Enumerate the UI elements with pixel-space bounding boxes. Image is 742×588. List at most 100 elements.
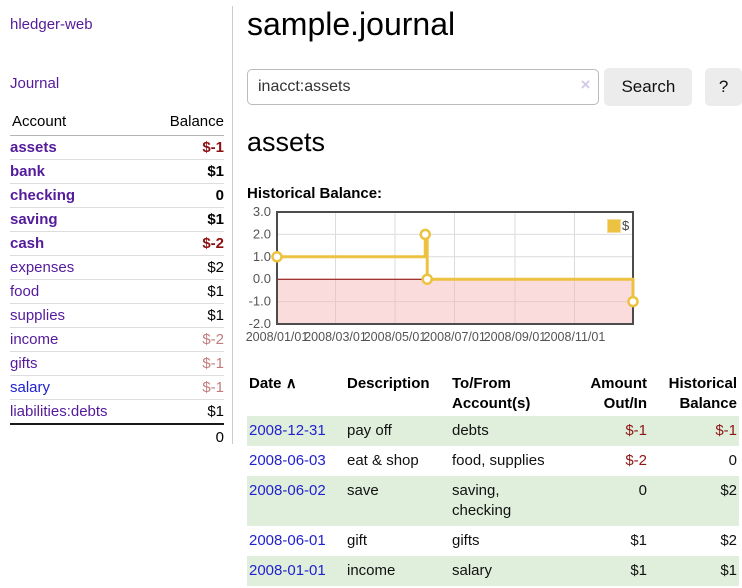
accounts-header-balance: Balance	[147, 109, 224, 136]
data-point-marker	[627, 295, 639, 308]
account-name-cell: saving	[10, 207, 148, 232]
account-row: gifts $-1	[10, 351, 224, 376]
y-tick-label: -1.0	[249, 294, 271, 309]
transaction-row: 2008-06-03 eat & shop food, supplies $-2 0	[247, 446, 739, 476]
txn-amount: $-1	[625, 422, 647, 439]
historical-balance-chart: 3.0 2.0 1.0 0.0 -1.0 -2.0 2008/01/01 2008/03/01…	[246, 204, 741, 355]
account-link[interactable]: assets	[10, 139, 57, 156]
txn-date-cell: 2008-06-01	[247, 526, 345, 556]
page-title: sample.journal	[247, 6, 456, 42]
sidebar: hledger-web Journal Account Balance asse…	[0, 6, 233, 450]
account-name-cell: assets	[10, 135, 148, 160]
clear-search-icon[interactable]: ×	[580, 75, 591, 94]
account-link[interactable]: food	[10, 283, 40, 300]
account-link[interactable]: saving	[10, 211, 58, 228]
txn-date-link[interactable]: 2008-06-03	[249, 452, 326, 469]
account-row: checking 0	[10, 183, 224, 208]
account-balance: $-1	[147, 375, 224, 400]
txn-amount: 0	[638, 482, 647, 499]
txn-amount: $1	[630, 562, 647, 579]
help-button[interactable]: ?	[705, 68, 742, 106]
txn-balance: 0	[728, 452, 737, 469]
txn-accounts: saving, checking	[452, 482, 512, 519]
account-link[interactable]: liabilities:debts	[10, 403, 108, 420]
account-name-cell: food	[10, 279, 148, 304]
account-link[interactable]: bank	[10, 163, 46, 180]
chart-canvas: 3.0 2.0 1.0 0.0 -1.0 -2.02008/01/012008/03/01…	[246, 204, 639, 344]
y-tick-label: -2.0	[249, 316, 271, 331]
x-tick-label: 2008/09/01	[484, 330, 547, 344]
txn-balance: $1	[720, 562, 737, 579]
accounts-total-value: 0	[147, 423, 224, 450]
txn-date-cell: 2008-12-31	[247, 416, 345, 446]
transactions-table: Date ∧ Description To/From Account(s) Am…	[247, 372, 739, 586]
accounts-header-account: Account	[10, 109, 148, 136]
account-link[interactable]: supplies	[10, 307, 66, 324]
txn-balance: $2	[720, 482, 737, 499]
transaction-row: 2008-06-02 save saving, checking 0 $2	[247, 476, 739, 526]
account-row: supplies $1	[10, 303, 224, 328]
x-tick-label: 2008/07/01	[423, 330, 486, 344]
txn-description: income	[347, 562, 396, 579]
txn-date-link[interactable]: 2008-06-01	[249, 532, 326, 549]
account-balance: $-1	[147, 351, 224, 376]
txn-date-link[interactable]: 2008-06-02	[249, 482, 326, 499]
account-balance: $-2	[147, 327, 224, 352]
x-tick-label: 2008/05/01	[364, 330, 427, 344]
account-balance: $2	[147, 255, 224, 280]
account-link[interactable]: checking	[10, 187, 76, 204]
account-link[interactable]: salary	[10, 379, 51, 396]
txn-amount: $1	[630, 532, 647, 549]
transactions-header-row: Date ∧ Description To/From Account(s) Am…	[247, 372, 739, 416]
account-link[interactable]: gifts	[10, 355, 38, 372]
account-name-cell: bank	[10, 159, 148, 184]
account-name-cell: salary	[10, 375, 148, 400]
transaction-row: 2008-01-01 income salary $1 $1	[247, 556, 739, 586]
account-name-cell: supplies	[10, 303, 148, 328]
data-point-marker	[419, 228, 432, 241]
account-name-cell: income	[10, 327, 148, 352]
chart-title: Historical Balance:	[247, 185, 383, 202]
account-row: bank $1	[10, 159, 224, 184]
data-point-marker	[421, 273, 433, 285]
accounts-total-row: 0	[10, 423, 224, 450]
search-input[interactable]	[247, 69, 600, 105]
data-point-marker	[271, 251, 283, 263]
negative-region	[277, 279, 633, 324]
txn-date-cell: 2008-06-03	[247, 446, 345, 476]
txn-date-link[interactable]: 2008-01-01	[249, 562, 326, 579]
txn-accounts: salary	[452, 562, 493, 579]
header-date[interactable]: Date ∧	[247, 372, 345, 416]
account-link[interactable]: expenses	[10, 259, 75, 276]
txn-description: gift	[347, 532, 368, 549]
txn-description: save	[347, 482, 379, 499]
sidebar-item-journal[interactable]: Journal	[10, 75, 60, 92]
y-tick-label: 2.0	[253, 226, 271, 241]
txn-accounts: debts	[452, 422, 489, 439]
y-tick-label: 1.0	[253, 249, 271, 264]
search-button[interactable]: Search	[604, 68, 693, 106]
account-link[interactable]: cash	[10, 235, 45, 252]
txn-description: pay off	[347, 422, 392, 439]
txn-date-link[interactable]: 2008-12-31	[249, 422, 326, 439]
header-date-label: Date	[249, 375, 282, 392]
account-link[interactable]: income	[10, 331, 59, 348]
accounts-total-spacer	[10, 423, 148, 450]
txn-balance: $-1	[715, 422, 737, 439]
account-row: income $-2	[10, 327, 224, 352]
main-content: sample.journal × Search ? assets Histori…	[233, 6, 742, 586]
account-balance: $-2	[147, 231, 224, 256]
account-row: food $1	[10, 279, 224, 304]
x-tick-label: 2008/11/01	[544, 330, 606, 344]
chart-legend: $	[606, 218, 631, 233]
transaction-row: 2008-12-31 pay off debts $-1 $-1	[247, 416, 739, 446]
search-input-wrap: ×	[247, 69, 600, 105]
account-name-cell: expenses	[10, 255, 148, 280]
account-row: cash $-2	[10, 231, 224, 256]
txn-balance: $2	[720, 532, 737, 549]
search-form: × Search ?	[247, 68, 742, 106]
txn-accounts: gifts	[452, 532, 480, 549]
account-row: saving $1	[10, 207, 224, 232]
brand-link[interactable]: hledger-web	[10, 16, 93, 33]
y-tick-label: 0.0	[253, 271, 271, 286]
